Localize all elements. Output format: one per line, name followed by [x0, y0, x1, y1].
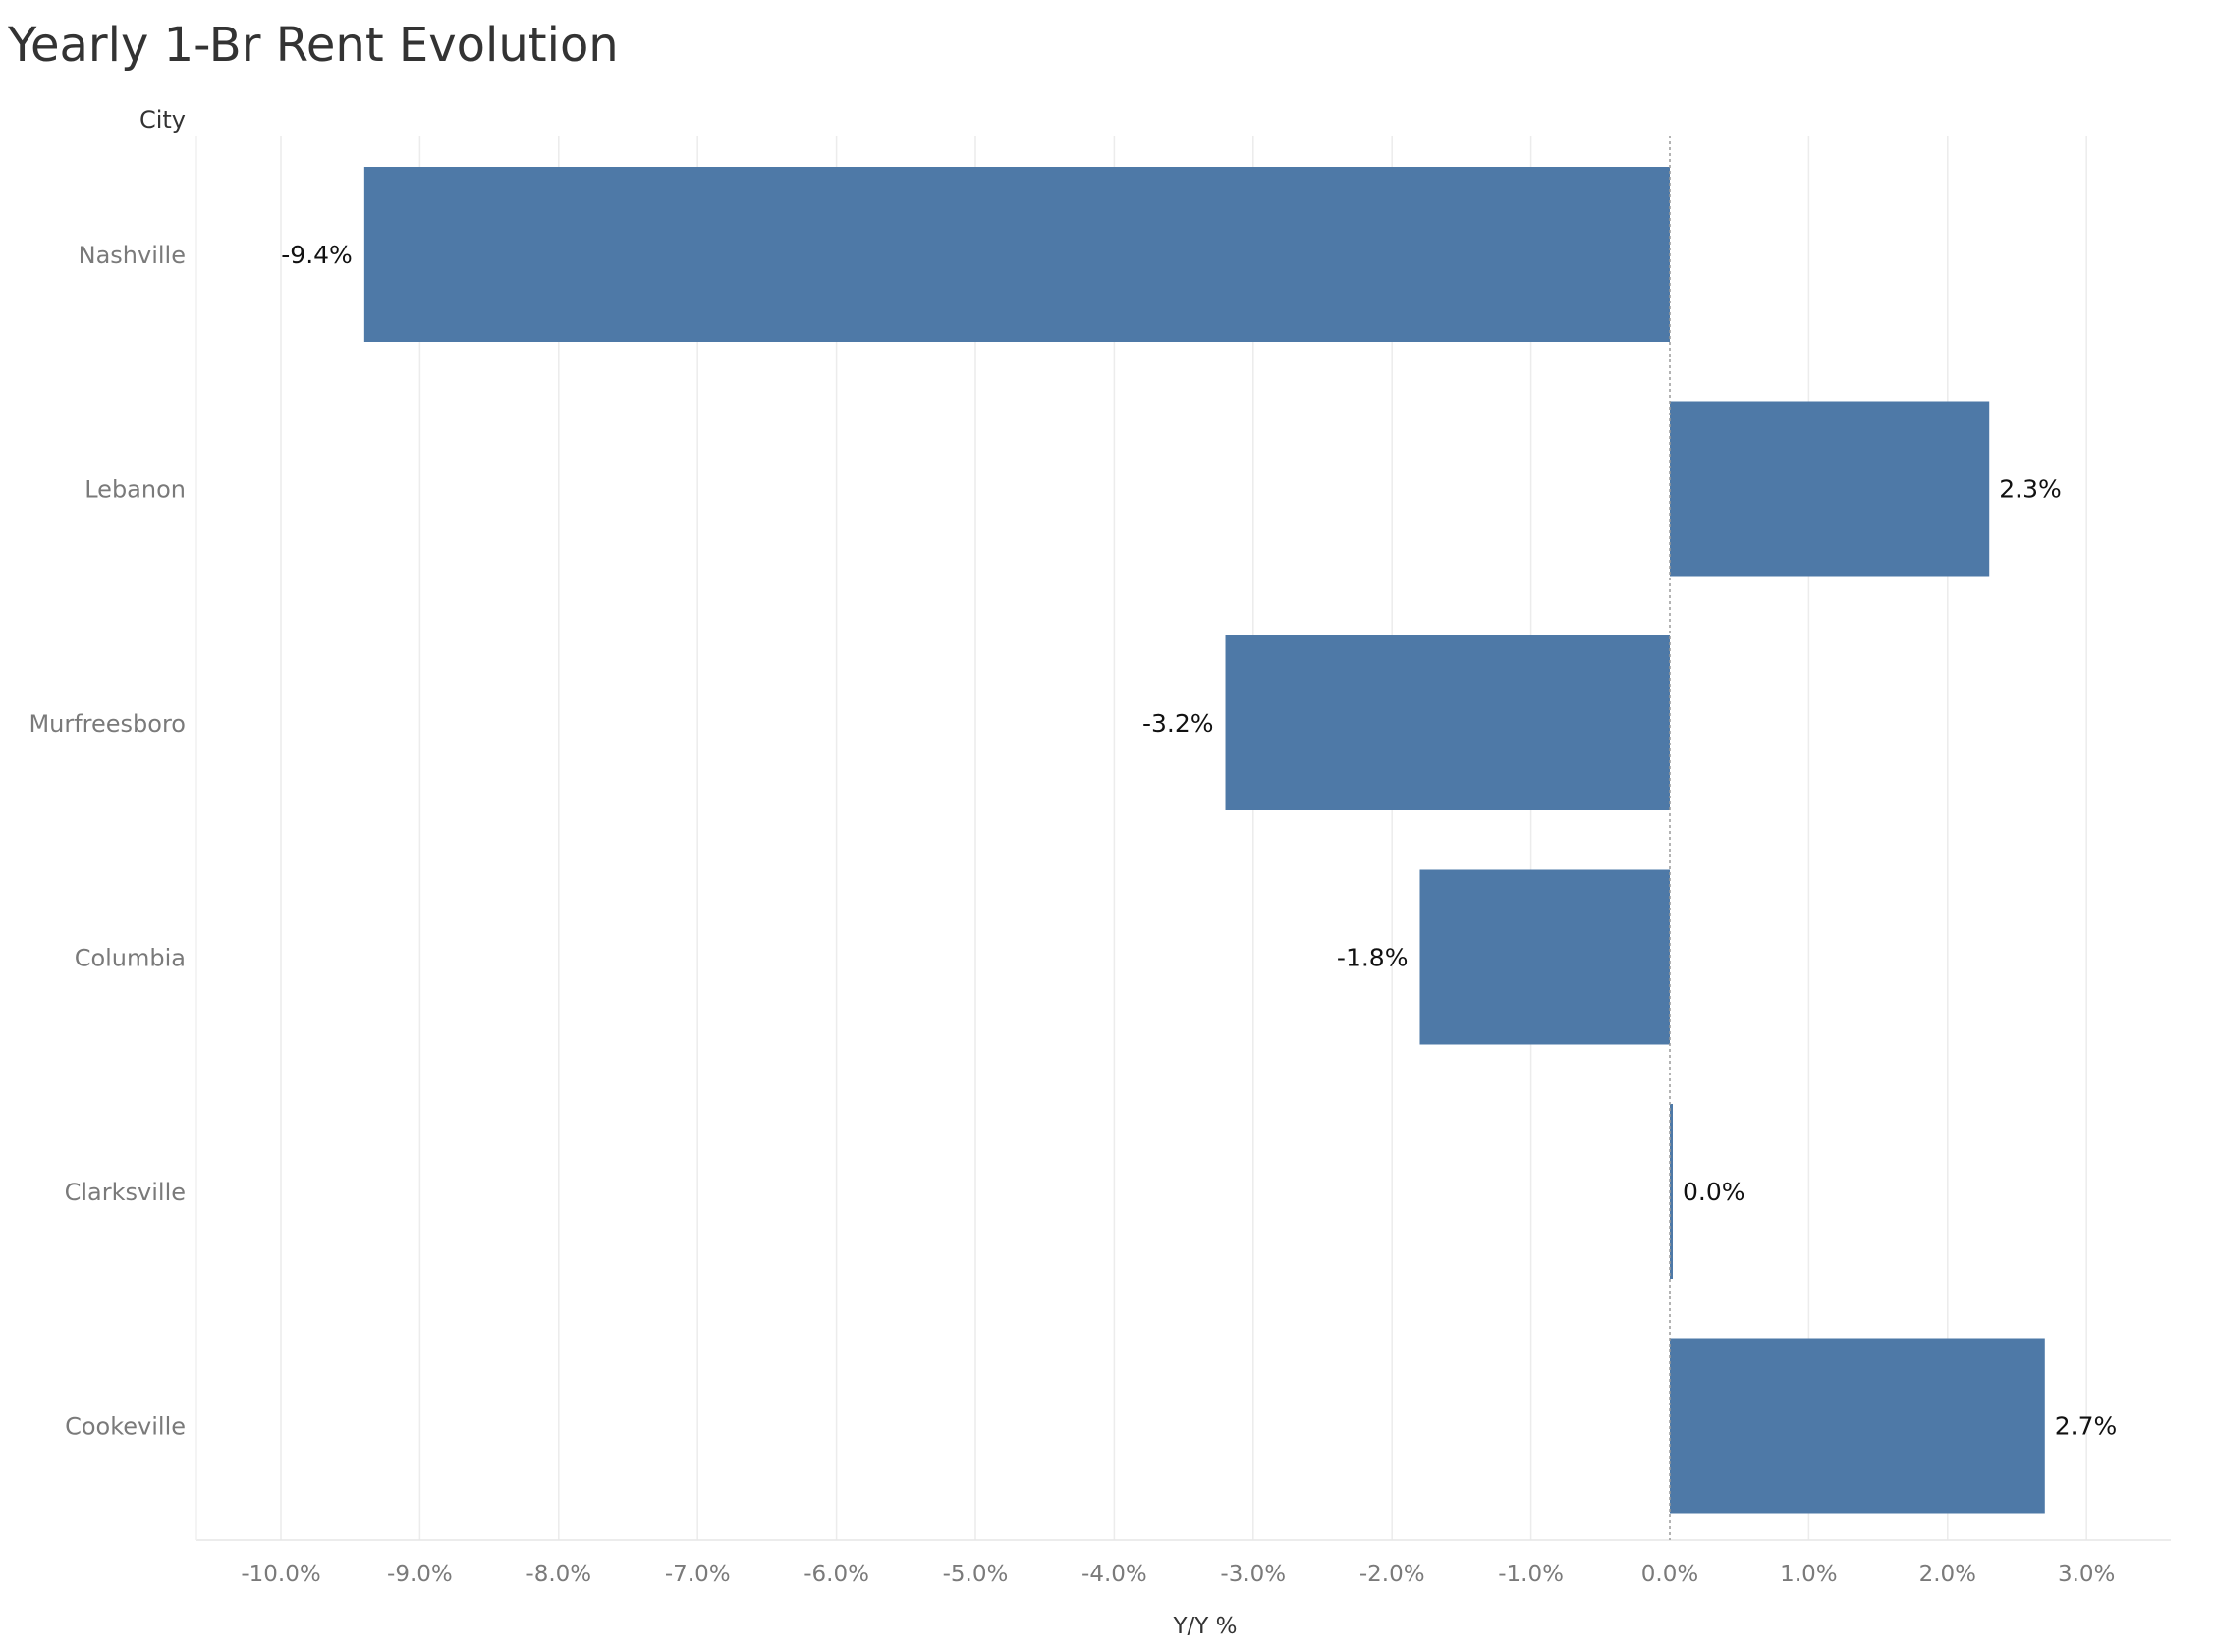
value-label: 2.7% [2055, 1412, 2118, 1441]
value-label: -1.8% [1337, 944, 1409, 972]
category-label: Lebanon [84, 476, 186, 504]
x-tick-label: -2.0% [1359, 1562, 1425, 1587]
x-tick-labels: -10.0% -9.0% -8.0% -7.0% -6.0% -5.0% -4.0% -3.0… [241, 1562, 2115, 1587]
x-tick-label: -4.0% [1081, 1562, 1147, 1587]
x-tick-label: -7.0% [665, 1562, 731, 1587]
x-tick-label: -8.0% [526, 1562, 591, 1587]
bar-columbia [1419, 869, 1670, 1045]
x-tick-label: 2.0% [1919, 1562, 1976, 1587]
bar-murfreesboro [1225, 635, 1670, 810]
value-label: -3.2% [1142, 709, 1214, 738]
gridlines [195, 136, 2171, 1541]
bar-nashville [363, 167, 1671, 342]
value-label: -9.4% [281, 241, 353, 269]
category-label: Murfreesboro [28, 710, 186, 738]
category-label: Clarksville [65, 1179, 186, 1206]
x-tick-label: 1.0% [1780, 1562, 1837, 1587]
bars [363, 167, 2045, 1514]
x-tick-label: -9.0% [387, 1562, 453, 1587]
x-axis-label: Y/Y % [1172, 1614, 1237, 1639]
x-tick-label: -10.0% [241, 1562, 320, 1587]
bar-clarksville [1670, 1104, 1673, 1279]
category-label: Columbia [75, 945, 186, 972]
bar-cookeville [1670, 1338, 2045, 1514]
category-label: Cookeville [65, 1413, 186, 1441]
x-tick-label: -1.0% [1498, 1562, 1564, 1587]
category-label: Nashville [79, 242, 186, 269]
x-tick-label: 0.0% [1641, 1562, 1698, 1587]
category-labels: Nashville Lebanon Murfreesboro Columbia Clar… [28, 242, 186, 1441]
x-tick-label: 3.0% [2058, 1562, 2115, 1587]
row-header-city: City [139, 106, 186, 134]
value-label: 2.3% [1999, 475, 2062, 504]
bar-lebanon [1670, 401, 1990, 577]
x-tick-label: -6.0% [803, 1562, 869, 1587]
chart-title: Yearly 1-Br Rent Evolution [8, 18, 619, 73]
value-label: 0.0% [1683, 1178, 1745, 1206]
x-tick-label: -5.0% [943, 1562, 1009, 1587]
value-labels: -9.4% 2.3% -3.2% -1.8% 0.0% 2.7% [281, 241, 2117, 1441]
x-tick-label: -3.0% [1220, 1562, 1286, 1587]
